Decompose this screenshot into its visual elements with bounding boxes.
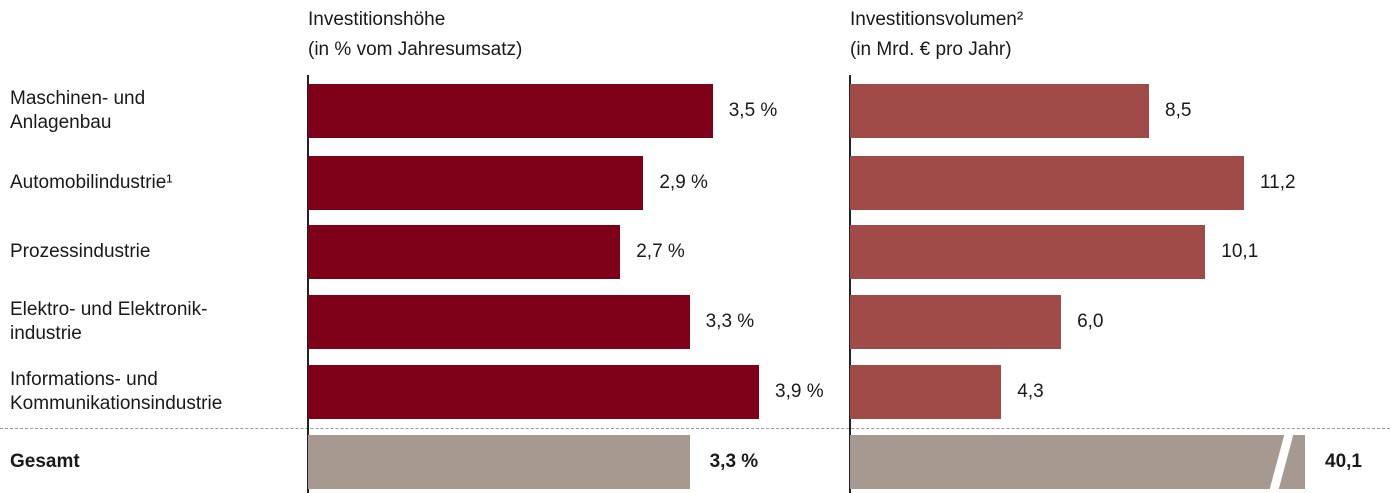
value-label: 3,5 % (728, 100, 778, 121)
bar (850, 365, 1002, 419)
axis-line (307, 75, 309, 493)
axis-line (849, 75, 851, 493)
bar (308, 365, 759, 419)
value-label: 2,9 % (659, 172, 708, 193)
separator (0, 428, 1390, 429)
panel-header: Investitionshöhe (in % vom Jahresumsatz) (308, 9, 523, 60)
value-label: 3,9 % (775, 381, 824, 402)
category-label: Elektro- und Elektronik- industrie (10, 299, 208, 344)
bar (850, 295, 1062, 349)
value-label: 2,7 % (636, 241, 685, 262)
value-label: 3,3 % (705, 311, 755, 332)
category-label: Maschinen- und Anlagenbau (10, 88, 146, 133)
total-label: Gesamt (10, 451, 80, 472)
value-label: 8,5 (1165, 100, 1192, 121)
value-label: 4,3 (1017, 381, 1044, 402)
bar (850, 84, 1150, 138)
panel-header: Investitionsvolumen² (in Mrd. € pro Jahr… (850, 9, 1024, 60)
total-value-label: 3,3 % (709, 451, 759, 472)
value-label: 6,0 (1077, 311, 1104, 332)
bar (308, 156, 644, 210)
total-value-label: 40,1 (1325, 451, 1362, 472)
bar (850, 156, 1244, 210)
total-bar (850, 435, 1305, 489)
value-label: 11,2 (1260, 172, 1296, 193)
category-label: Prozessindustrie (10, 241, 151, 262)
category-label: Automobilindustrie¹ (10, 172, 173, 193)
bar (308, 225, 621, 279)
bar (308, 84, 713, 138)
value-label: 10,1 (1221, 241, 1259, 262)
bar (850, 225, 1206, 279)
bar (308, 295, 690, 349)
category-label: Informations- und Kommunikationsindustri… (10, 369, 223, 414)
total-bar (308, 435, 690, 489)
